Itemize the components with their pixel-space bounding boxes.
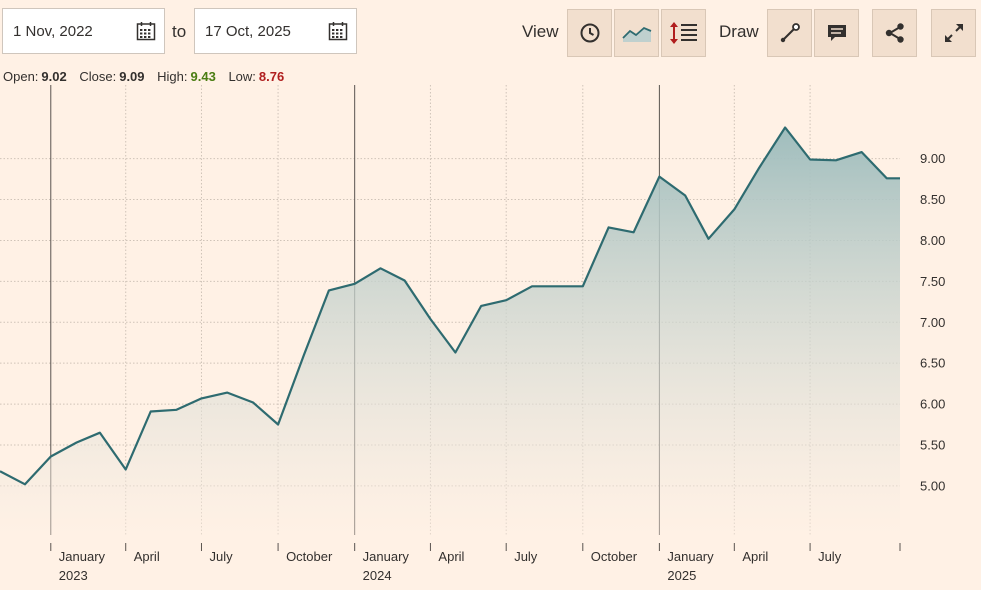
x-tick-label: January [59, 549, 106, 564]
scale-icon [669, 22, 697, 44]
y-tick-label: 8.50 [920, 192, 945, 207]
start-date-field[interactable]: 1 Nov, 2022 [2, 8, 165, 54]
calendar-icon[interactable] [328, 21, 348, 41]
x-tick-year: 2024 [363, 568, 392, 583]
x-tick-label: July [514, 549, 538, 564]
series-path [0, 126, 900, 486]
start-date-value: 1 Nov, 2022 [13, 23, 93, 40]
end-date-field[interactable]: 17 Oct, 2025 [194, 8, 357, 54]
range-separator: to [172, 22, 187, 41]
x-tick-year: 2025 [667, 568, 696, 583]
close-value: 9.09 [119, 69, 145, 84]
x-tick-label: October [591, 549, 638, 564]
share-icon [885, 23, 904, 43]
y-tick-label: 8.00 [920, 233, 945, 248]
open-value: 9.02 [41, 69, 67, 84]
y-tick-label: 9.00 [920, 151, 945, 166]
ohlc-summary: Open: 9.02 Close: 9.09 High: 9.43 Low: 8.76 [3, 69, 293, 84]
end-date-value: 17 Oct, 2025 [205, 23, 291, 40]
low-value: 8.76 [258, 69, 285, 84]
y-tick-label: 6.00 [920, 397, 945, 412]
high-stat: High: 9.43 [157, 69, 216, 84]
view-label: View [522, 22, 559, 41]
comment-icon [827, 25, 846, 41]
draw-line-button[interactable] [767, 9, 812, 57]
x-tick-label: July [818, 549, 842, 564]
x-tick-label: April [742, 549, 768, 564]
x-tick-label: April [134, 549, 160, 564]
clock-icon [580, 23, 599, 43]
series-area [0, 127, 900, 535]
fullscreen-button[interactable] [931, 9, 976, 57]
draw-label: Draw [719, 22, 759, 41]
annotate-button[interactable] [814, 9, 859, 57]
calendar-icon[interactable] [136, 21, 156, 41]
x-tick-label: April [438, 549, 464, 564]
x-tick-label: July [209, 549, 233, 564]
compare-button[interactable] [661, 9, 706, 57]
y-tick-label: 7.50 [920, 274, 945, 289]
y-tick-label: 7.00 [920, 315, 945, 330]
time-range-button[interactable] [567, 9, 612, 57]
close-stat: Close: 9.09 [79, 69, 145, 84]
area-chart-icon [621, 26, 651, 42]
y-tick-label: 6.50 [920, 356, 945, 371]
x-axis: January 2023 April July October January 2024 Ap… [50, 543, 901, 583]
line-tool-icon [780, 23, 800, 43]
y-tick-label: 5.00 [920, 478, 945, 493]
area-fill [0, 127, 900, 535]
y-axis: 5.00 5.50 6.00 6.50 7.00 7.50 8.00 8.50 9.00 [920, 151, 945, 493]
share-button[interactable] [872, 9, 917, 57]
chart-toolbar: 1 Nov, 2022 to 17 Oct, 2025 View [0, 0, 981, 62]
low-stat: Low: 8.76 [228, 69, 285, 84]
x-tick-label: January [667, 549, 714, 564]
x-tick-label: October [286, 549, 333, 564]
expand-icon [944, 24, 963, 42]
chart-type-button[interactable] [614, 9, 659, 57]
y-tick-label: 5.50 [920, 438, 945, 453]
series-line [0, 126, 900, 486]
high-value: 9.43 [190, 69, 216, 84]
x-tick-year: 2023 [59, 568, 88, 583]
open-stat: Open: 9.02 [3, 69, 67, 84]
x-tick-label: January [363, 549, 410, 564]
